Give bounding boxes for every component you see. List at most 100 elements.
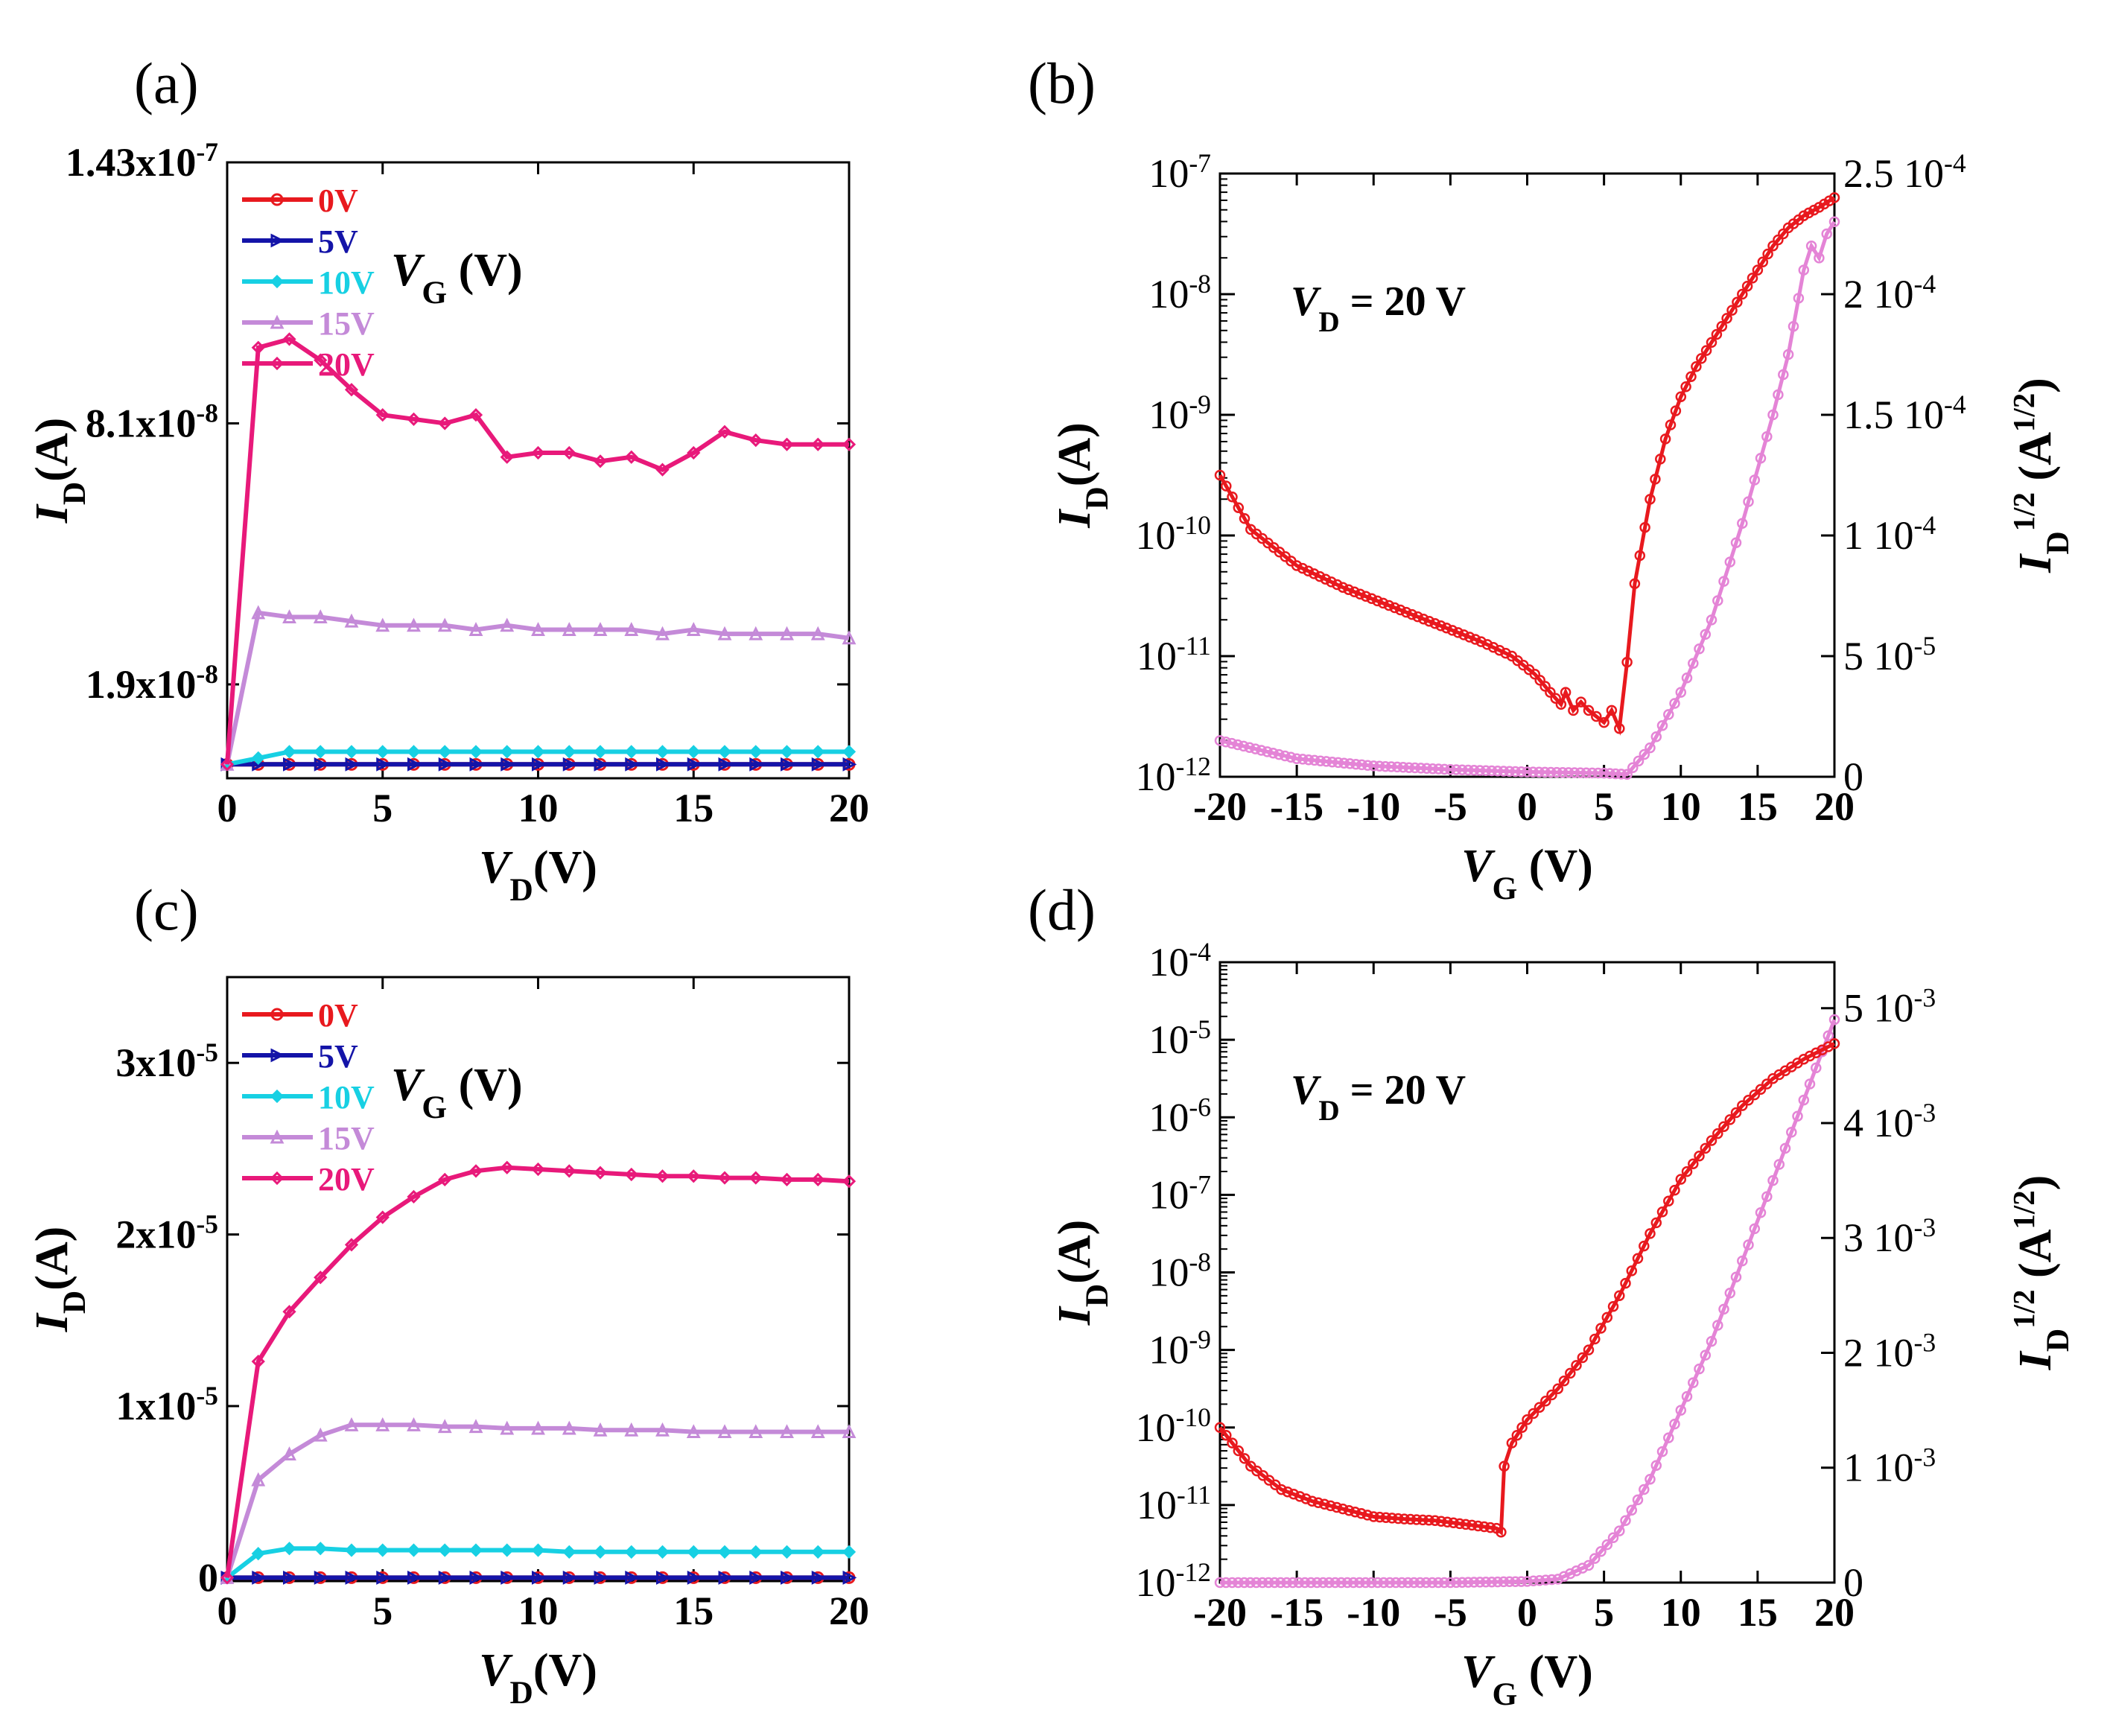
data-point: [1385, 761, 1397, 772]
x-tick-label: -15: [1270, 1590, 1323, 1635]
data-point: [842, 437, 857, 451]
data-point: [1655, 454, 1666, 465]
data-point: [1755, 453, 1767, 464]
data-point: [1366, 1577, 1377, 1589]
data-point: [1487, 642, 1499, 653]
data-point: [1400, 606, 1412, 618]
data-point: [1546, 1389, 1557, 1401]
data-point: [251, 751, 265, 765]
data-point: [314, 1271, 328, 1285]
data-point: [1405, 1513, 1417, 1525]
data-point: [1448, 1517, 1459, 1529]
data-point: [1297, 754, 1309, 765]
x-tick-label: 15: [673, 786, 714, 830]
data-point: [1511, 1429, 1523, 1441]
data-point: [1743, 1095, 1754, 1106]
data-point: [717, 1545, 732, 1559]
data-point: [1411, 1514, 1423, 1525]
data-point: [344, 613, 359, 628]
data-point: [1540, 1574, 1551, 1586]
series-line: [1220, 1019, 1837, 1585]
data-point: [1528, 1575, 1539, 1587]
y2-tick-label: 1 10-4: [1843, 510, 1936, 558]
x-tick-label: 0: [217, 1589, 238, 1633]
panel-a: (a) 0 5 10 15 20 VD(V) 1.9x10-8 8.1x10-8 1.43x10-…: [27, 51, 869, 908]
data-point: [1712, 1128, 1723, 1139]
data-point: [1645, 1228, 1656, 1239]
data-point: [1233, 502, 1245, 513]
legend-title: VG (V): [391, 1060, 523, 1125]
data-point: [1440, 623, 1452, 634]
data-point: [252, 1570, 267, 1585]
data-point: [1516, 766, 1527, 778]
data-point: [1331, 1501, 1343, 1513]
data-point: [1685, 371, 1697, 382]
legend-entry-20V: 20V: [242, 346, 375, 383]
data-point: [1395, 604, 1406, 616]
data-point: [1534, 1402, 1545, 1413]
data-point: [345, 757, 360, 772]
series-20V: [220, 332, 857, 772]
data-point: [1379, 760, 1391, 772]
data-point: [1226, 737, 1238, 749]
data-point: [1408, 1577, 1420, 1589]
data-point: [500, 1420, 515, 1435]
data-point: [1474, 765, 1486, 776]
data-point: [1626, 1265, 1638, 1276]
data-point: [1737, 1100, 1748, 1111]
data-point: [781, 757, 795, 772]
x-tick-label: 5: [372, 1589, 393, 1633]
data-point: [1251, 1577, 1262, 1589]
data-point: [1323, 1577, 1335, 1589]
data-point: [686, 1424, 701, 1439]
data-point: [1343, 584, 1354, 595]
data-point: [1706, 337, 1717, 349]
data-point: [562, 1164, 576, 1178]
legend-label: 10V: [318, 264, 375, 301]
data-point: [220, 757, 235, 772]
series-line: [1218, 196, 1836, 736]
y-tick-label: 10-12: [1136, 751, 1212, 799]
data-point: [749, 626, 763, 640]
data-point: [314, 1570, 328, 1585]
data-point: [717, 1171, 732, 1185]
data-point: [1314, 570, 1326, 582]
data-point: [1604, 768, 1615, 779]
legend-title: VG (V): [391, 245, 523, 311]
data-point: [531, 622, 545, 636]
data-point: [1804, 1078, 1816, 1090]
data-point: [1329, 1577, 1341, 1589]
y-tick-label: 10-4: [1148, 937, 1211, 985]
data-point: [1262, 1577, 1274, 1589]
data-point: [1688, 1158, 1699, 1169]
x-tick-label: -20: [1193, 784, 1247, 829]
data-point: [1412, 611, 1423, 623]
legend-entry-20V: 20V: [242, 1161, 375, 1198]
data-point: [1325, 1500, 1336, 1512]
data-point: [1356, 759, 1367, 771]
data-point: [687, 757, 702, 772]
data-point: [1282, 1486, 1294, 1498]
x-tick-label: 10: [518, 786, 559, 830]
data-point: [1402, 1577, 1414, 1589]
data-point: [345, 1570, 360, 1585]
data-point: [1344, 758, 1356, 769]
data-point: [1420, 1577, 1432, 1589]
data-point: [717, 626, 732, 640]
data-point: [531, 1162, 545, 1177]
data-point: [531, 445, 545, 460]
data-point: [749, 1570, 764, 1585]
data-point: [1828, 192, 1840, 203]
data-point: [438, 1543, 452, 1557]
data-point: [468, 1419, 483, 1434]
data-point: [1724, 1288, 1736, 1299]
data-point: [624, 622, 639, 636]
data-point: [718, 757, 733, 772]
x-tick-label: 5: [1594, 784, 1614, 829]
data-point: [1749, 1223, 1761, 1235]
data-point: [1350, 1506, 1361, 1518]
data-point: [1793, 293, 1805, 304]
data-point: [1291, 753, 1303, 764]
data-point: [1451, 764, 1462, 775]
data-point: [1681, 1166, 1693, 1177]
